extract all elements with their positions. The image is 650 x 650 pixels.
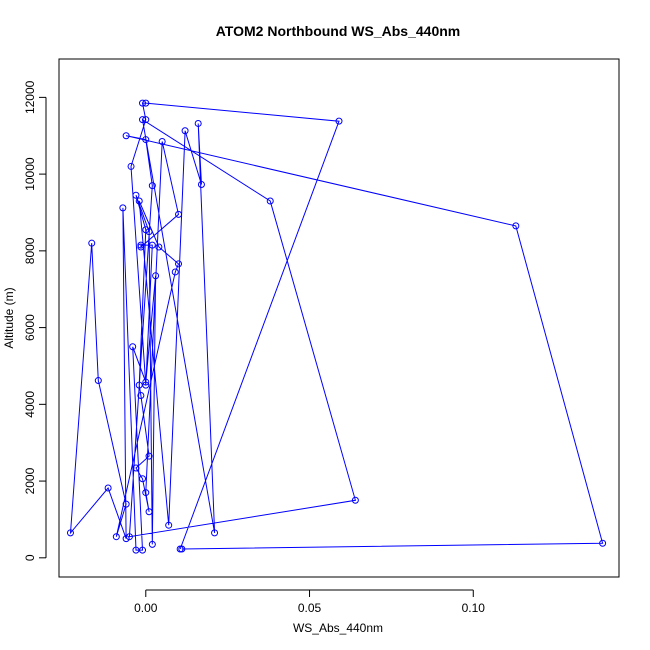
y-tick-label: 0 — [23, 554, 37, 561]
data-point — [132, 546, 140, 554]
y-tick-label: 2000 — [23, 467, 37, 494]
x-tick-label: 0.10 — [462, 601, 486, 615]
data-point — [178, 545, 186, 553]
data-point — [194, 119, 202, 127]
data-point — [142, 378, 150, 386]
y-tick-label: 10000 — [23, 157, 37, 191]
data-point — [152, 272, 160, 280]
data-point — [175, 260, 183, 268]
data-point — [139, 546, 147, 554]
x-tick-label: 0.00 — [134, 601, 158, 615]
y-axis: 0 2000 4000 6000 8000 10000 12000 — [23, 80, 47, 561]
data-point — [122, 500, 130, 508]
data-point — [88, 239, 96, 247]
data-point — [137, 243, 145, 251]
data-point — [137, 241, 145, 249]
chart-title: ATOM2 Northbound WS_Abs_440nm — [216, 23, 461, 39]
data-point — [139, 475, 147, 483]
data-point — [148, 182, 156, 190]
x-axis-label: WS_Abs_440nm — [293, 621, 383, 635]
data-point — [125, 533, 133, 541]
data-point — [122, 132, 130, 140]
y-tick-label: 12000 — [23, 80, 37, 114]
data-point — [94, 377, 102, 385]
data-point — [137, 392, 145, 400]
data-point — [155, 243, 163, 251]
x-axis: 0.00 0.05 0.10 — [134, 589, 486, 615]
data-point — [127, 162, 135, 170]
data-point — [599, 539, 607, 547]
data-point — [148, 540, 156, 548]
plot-frame — [58, 58, 620, 578]
data-point — [132, 464, 140, 472]
data-point — [145, 228, 153, 236]
data-point — [139, 99, 147, 107]
data-point — [142, 136, 150, 144]
data-point — [129, 343, 137, 351]
data-point — [66, 529, 74, 537]
y-tick-label: 8000 — [23, 237, 37, 264]
data-point — [142, 381, 150, 389]
data-point — [142, 99, 150, 107]
data-point — [158, 137, 166, 145]
data-point — [119, 204, 127, 212]
data-point — [112, 533, 120, 541]
data-point — [145, 452, 153, 460]
data-point — [135, 381, 143, 389]
data-point — [142, 489, 150, 497]
data-point — [181, 127, 189, 135]
data-point — [142, 116, 150, 124]
data-point — [335, 117, 343, 125]
data-point — [175, 210, 183, 218]
data-point — [211, 529, 219, 537]
y-tick-label: 6000 — [23, 314, 37, 341]
data-point — [197, 180, 205, 188]
data-point — [266, 197, 274, 205]
data-point — [145, 508, 153, 516]
data-point — [171, 268, 179, 276]
x-tick-label: 0.05 — [298, 601, 322, 615]
data-point — [135, 197, 143, 205]
data-point — [512, 222, 520, 230]
series-layer — [66, 99, 607, 554]
y-tick-label: 4000 — [23, 391, 37, 418]
data-point — [148, 241, 156, 249]
data-point — [351, 496, 359, 504]
y-axis-label: Altitude (m) — [2, 287, 16, 348]
data-point — [104, 484, 112, 492]
data-point — [139, 116, 147, 124]
series-line — [69, 102, 604, 551]
data-point — [132, 191, 140, 199]
data-point — [165, 521, 173, 529]
